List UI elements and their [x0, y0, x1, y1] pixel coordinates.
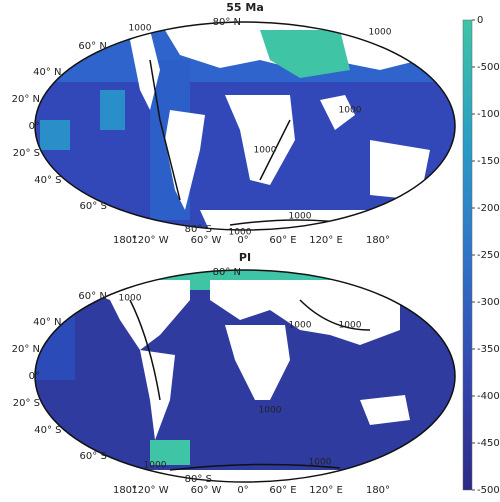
lat-label: 80° S — [185, 474, 212, 485]
lon-label: 120° W — [131, 485, 168, 496]
lon-label: 60° W — [191, 485, 222, 496]
lat-label: 40° N — [33, 67, 61, 78]
lat-label: 80° S — [185, 224, 212, 235]
lon-label: 120° W — [131, 235, 168, 246]
colorbar-tick-label: -1000 — [477, 109, 500, 120]
panel-title: 55 Ma — [226, 1, 264, 14]
contour-label: 1000 — [289, 321, 312, 331]
lat-label: 80° N — [213, 17, 241, 28]
colorbar-tick-label: -1500 — [477, 156, 500, 167]
contour-label: 1000 — [259, 406, 282, 416]
lon-label: 120° E — [309, 485, 343, 496]
lat-label: 40° N — [33, 317, 61, 328]
lon-label: 60° W — [191, 235, 222, 246]
lat-label: 20° N — [12, 94, 40, 105]
lon-label: 60° E — [269, 485, 296, 496]
lat-label: 60° S — [80, 201, 107, 212]
map-panel — [34, 21, 456, 231]
lat-label: 40° S — [34, 425, 61, 436]
contour-label: 1000 — [369, 28, 392, 38]
colorbar-tick-label: -3000 — [477, 297, 500, 308]
contour-label: 1000 — [229, 228, 252, 238]
contour-label: 1000 — [119, 294, 142, 304]
contour-label: 1000 — [144, 461, 167, 471]
contour-label: 1000 — [289, 212, 312, 222]
lat-label: 40° S — [34, 175, 61, 186]
colorbar-tick-label: -4000 — [477, 391, 500, 402]
map-panel — [34, 269, 456, 483]
contour-label: 1000 — [129, 24, 152, 34]
lon-label: 180° — [113, 235, 137, 246]
contour-label: 1000 — [339, 106, 362, 116]
colorbar-tick-label: -2500 — [477, 250, 500, 261]
lat-label: 0° — [29, 121, 40, 132]
colorbar-tick-label: -500 — [477, 62, 500, 73]
lon-label: 0° — [237, 235, 248, 246]
lat-label: 0° — [29, 371, 40, 382]
lat-label: 60° S — [80, 451, 107, 462]
colorbar-tick-label: 0 — [477, 15, 483, 26]
colorbar — [462, 19, 473, 491]
contour-label: 1000 — [339, 321, 362, 331]
lat-label: 20° N — [12, 344, 40, 355]
lon-label: 180° — [366, 485, 390, 496]
colorbar-tick-label: -5000 — [477, 485, 500, 496]
map-features — [35, 22, 455, 230]
lat-label: 60° N — [78, 41, 106, 52]
lat-label: 20° S — [13, 148, 40, 159]
lat-label: 80° N — [213, 267, 241, 278]
lon-label: 0° — [237, 485, 248, 496]
colorbar-tick-label: -3500 — [477, 344, 500, 355]
lat-label: 20° S — [13, 398, 40, 409]
contour-label: 1000 — [309, 458, 332, 468]
contour-label: 1000 — [254, 146, 277, 156]
colorbar-ramp — [462, 19, 473, 491]
panel-title: PI — [239, 251, 251, 264]
lat-label: 60° N — [78, 291, 106, 302]
lon-label: 60° E — [269, 235, 296, 246]
lon-label: 120° E — [309, 235, 343, 246]
colorbar-tick-label: -2000 — [477, 203, 500, 214]
lon-label: 180° — [113, 485, 137, 496]
colorbar-tick-label: -4500 — [477, 438, 500, 449]
lon-label: 180° — [366, 235, 390, 246]
